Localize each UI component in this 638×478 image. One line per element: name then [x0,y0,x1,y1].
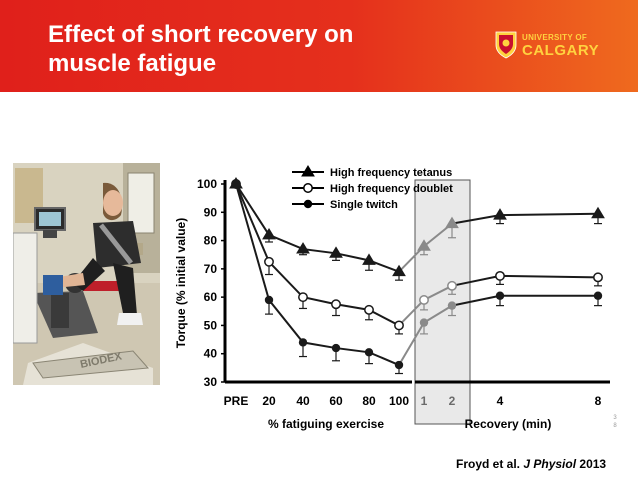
x-tick-label: 60 [329,394,343,408]
y-tick-label: 60 [204,290,218,304]
data-point-triangle [417,239,431,251]
y-tick-label: 50 [204,318,218,332]
x-tick-label: 80 [362,394,376,408]
series-open-circle [231,179,603,335]
y-axis-label: Torque (% initial value) [174,218,188,348]
data-point-open-circle [447,280,457,291]
page-number: 3 8 [613,415,617,429]
title-line-2: muscle fatigue [48,50,217,77]
data-point-open-circle [364,304,374,315]
torque-chart: 30 40 50 60 70 80 90 100 PRE 20 40 60 80 100 1 2 4 8 High… [174,165,610,431]
data-point-open-circle [419,295,429,305]
data-point-open-circle [495,270,505,281]
x-tick-label: 8 [595,394,602,408]
citation-authors: Froyd et al. [456,457,521,471]
series-line-late-recovery [451,274,599,287]
biodex-photo: BIODEX [13,163,160,385]
slide-title: Effect of short recovery on muscle fatig… [48,20,353,78]
data-point-filled-circle [231,179,241,189]
y-tick-label: 30 [204,375,218,389]
x-tick-label: 1 [421,394,428,408]
data-point-triangle [493,208,507,220]
series-filled-circle [231,179,603,375]
data-point-triangle [392,264,406,277]
data-point-open-circle [298,292,308,303]
data-point-filled-circle [303,199,313,209]
data-point-triangle [591,206,605,219]
logo-text-calgary: CALGARY [522,42,600,59]
data-point-open-circle [593,272,603,283]
x-tick-label: 20 [262,394,276,408]
x-axis-label-fatigue: % fatiguing exercise [268,417,384,431]
y-tick-label: 40 [204,347,218,361]
series-line-late-recovery [451,212,599,225]
data-point-filled-circle [298,338,308,347]
series-line-fatigue [235,183,400,273]
data-point-filled-circle [331,343,341,353]
series-triangle [229,177,605,281]
y-tick-label: 90 [204,205,218,219]
x-axis-label-recovery: Recovery (min) [465,417,552,431]
university-logo: UNIVERSITY OF CALGARY [495,31,599,61]
data-point-triangle [445,216,459,229]
data-point-triangle [262,227,276,240]
data-point-filled-circle [495,291,505,300]
series-line-late-recovery [451,294,598,307]
legend-label: High frequency tetanus [330,167,452,179]
university-crest-icon [495,31,517,59]
title-banner [0,0,638,92]
data-point-filled-circle [264,295,274,305]
data-point-triangle [329,246,343,258]
citation-year: 2013 [579,457,607,471]
y-tick-label: 70 [204,262,218,276]
citation: Froyd et al. J Physiol 2013 [456,457,606,471]
logo-text-university-of: UNIVERSITY OF [522,33,588,42]
data-point-filled-circle [593,291,603,300]
data-point-open-circle [394,320,404,331]
data-point-filled-circle [394,360,404,370]
data-point-triangle [301,165,315,177]
x-tick-label: 40 [296,394,310,408]
y-tick-label: 80 [204,234,218,248]
data-point-triangle [296,242,310,254]
data-point-triangle [362,253,376,265]
series-line-fatigue [235,183,400,327]
y-tick-label: 100 [197,177,217,191]
data-point-open-circle [331,299,341,310]
data-point-filled-circle [419,318,429,327]
title-line-1: Effect of short recovery on [48,21,354,48]
data-point-open-circle [303,183,313,193]
x-tick-label: PRE [224,394,249,408]
data-point-filled-circle [364,348,374,357]
legend-label: Single twitch [330,199,398,211]
citation-journal: J Physiol [523,457,577,471]
x-tick-label: 4 [497,394,504,408]
data-point-open-circle [264,256,274,267]
legend-label: High frequency doublet [330,183,453,195]
data-point-filled-circle [447,301,457,310]
x-tick-label: 2 [449,394,456,408]
x-tick-label: 100 [389,394,409,408]
series-line-fatigue [235,183,400,366]
